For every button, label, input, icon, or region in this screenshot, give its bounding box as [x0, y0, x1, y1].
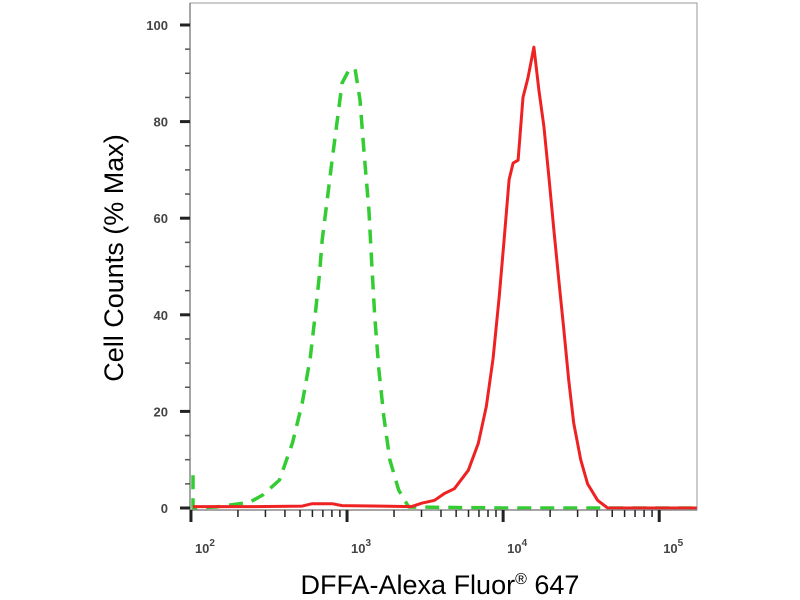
y-axis-title: Cell Counts (% Max): [99, 134, 129, 382]
y-tick-label: 0: [161, 501, 168, 516]
x-tick-label: 103: [351, 538, 371, 556]
y-tick-label: 40: [154, 308, 168, 323]
x-tick-label: 105: [663, 538, 683, 556]
x-tick-label: 102: [195, 538, 215, 556]
series-layer: [191, 45, 697, 510]
x-tick-label: 104: [507, 538, 527, 556]
y-tick-label: 60: [154, 211, 168, 226]
series-line-0: [191, 66, 697, 510]
y-tick-label: 20: [154, 404, 168, 419]
series-line-1: [193, 45, 697, 510]
plot-frame: [189, 2, 698, 511]
x-axis-title: DFFA-Alexa Fluor® 647: [301, 570, 580, 600]
y-tick-label: 100: [146, 18, 168, 33]
axes-layer: 0 20 40 60 80 100 102 103 104 105: [146, 3, 697, 556]
y-tick-label: 80: [154, 115, 168, 130]
